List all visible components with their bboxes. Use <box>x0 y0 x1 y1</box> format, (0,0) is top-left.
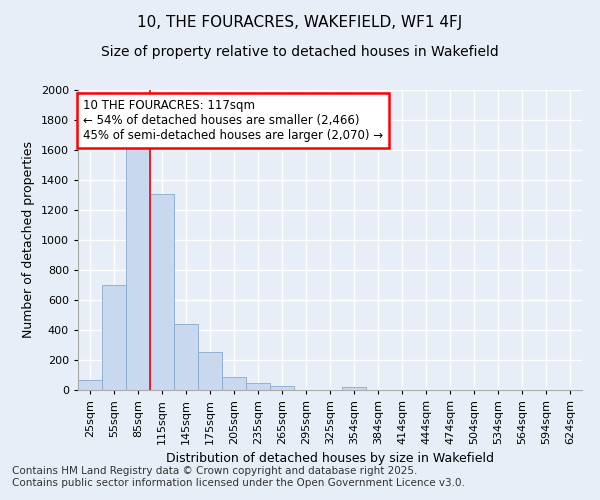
Bar <box>222 377 246 390</box>
Bar <box>78 380 102 390</box>
Text: 10, THE FOURACRES, WAKEFIELD, WF1 4FJ: 10, THE FOURACRES, WAKEFIELD, WF1 4FJ <box>137 15 463 30</box>
Text: Size of property relative to detached houses in Wakefield: Size of property relative to detached ho… <box>101 45 499 59</box>
Bar <box>246 382 270 390</box>
Y-axis label: Number of detached properties: Number of detached properties <box>22 142 35 338</box>
X-axis label: Distribution of detached houses by size in Wakefield: Distribution of detached houses by size … <box>166 452 494 466</box>
Text: 10 THE FOURACRES: 117sqm
← 54% of detached houses are smaller (2,466)
45% of sem: 10 THE FOURACRES: 117sqm ← 54% of detach… <box>83 99 383 142</box>
Text: Contains HM Land Registry data © Crown copyright and database right 2025.
Contai: Contains HM Land Registry data © Crown c… <box>12 466 465 487</box>
Bar <box>198 352 222 390</box>
Bar <box>150 194 174 390</box>
Bar <box>126 141 150 390</box>
Bar <box>102 285 126 390</box>
Bar <box>342 387 366 390</box>
Bar <box>270 386 294 390</box>
Bar <box>174 324 198 390</box>
